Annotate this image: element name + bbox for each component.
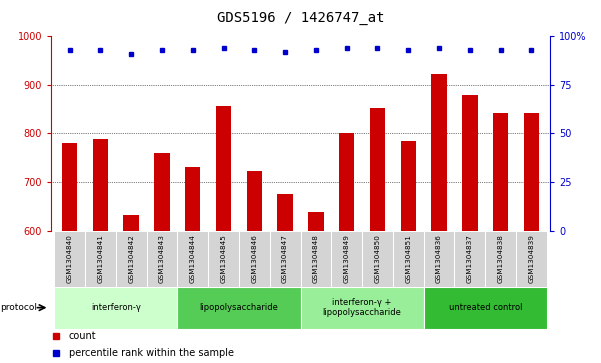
Bar [278,194,293,231]
Bar [54,231,85,287]
Text: GDS5196 / 1426747_at: GDS5196 / 1426747_at [217,11,384,25]
Bar [116,231,147,287]
Bar [185,167,200,231]
Text: GSM1304841: GSM1304841 [97,234,103,283]
Bar [370,108,385,231]
Bar [308,212,323,231]
Text: lipopolysaccharide: lipopolysaccharide [200,303,278,312]
Text: GSM1304840: GSM1304840 [67,234,73,283]
Text: GSM1304839: GSM1304839 [528,234,534,283]
Text: GSM1304845: GSM1304845 [221,234,227,283]
Text: interferon-γ +
lipopolysaccharide: interferon-γ + lipopolysaccharide [323,298,401,317]
Bar [270,231,300,287]
Text: GSM1304850: GSM1304850 [374,234,380,283]
Bar [331,231,362,287]
Bar [300,231,331,287]
Bar [339,134,355,231]
Text: untreated control: untreated control [448,303,522,312]
Bar [123,215,139,231]
Text: GSM1304836: GSM1304836 [436,234,442,283]
Bar [493,113,508,231]
Text: GSM1304849: GSM1304849 [344,234,350,283]
Text: GSM1304842: GSM1304842 [128,234,134,283]
Bar [432,74,447,231]
Text: GSM1304837: GSM1304837 [467,234,473,283]
Text: GSM1304848: GSM1304848 [313,234,319,283]
Text: interferon-γ: interferon-γ [91,303,141,312]
Bar [154,153,169,231]
Text: GSM1304838: GSM1304838 [498,234,504,283]
Bar [485,231,516,287]
Text: percentile rank within the sample: percentile rank within the sample [69,348,234,358]
Text: protocol: protocol [1,303,38,312]
Bar [454,231,485,287]
Bar [177,287,300,329]
Bar [62,143,78,231]
Bar [54,287,177,329]
Bar [462,95,478,231]
Bar [393,231,424,287]
Bar [362,231,393,287]
Bar [147,231,177,287]
Bar [216,106,231,231]
Bar [93,139,108,231]
Bar [208,231,239,287]
Bar [401,141,416,231]
Bar [424,287,547,329]
Text: GSM1304846: GSM1304846 [251,234,257,283]
Text: GSM1304843: GSM1304843 [159,234,165,283]
Text: count: count [69,331,96,341]
Bar [239,231,270,287]
Bar [85,231,116,287]
Bar [516,231,547,287]
Text: GSM1304847: GSM1304847 [282,234,288,283]
Text: GSM1304844: GSM1304844 [190,234,196,283]
Bar [424,231,454,287]
Bar [523,113,539,231]
Bar [177,231,208,287]
Text: GSM1304851: GSM1304851 [405,234,411,283]
Bar [300,287,424,329]
Bar [246,171,262,231]
